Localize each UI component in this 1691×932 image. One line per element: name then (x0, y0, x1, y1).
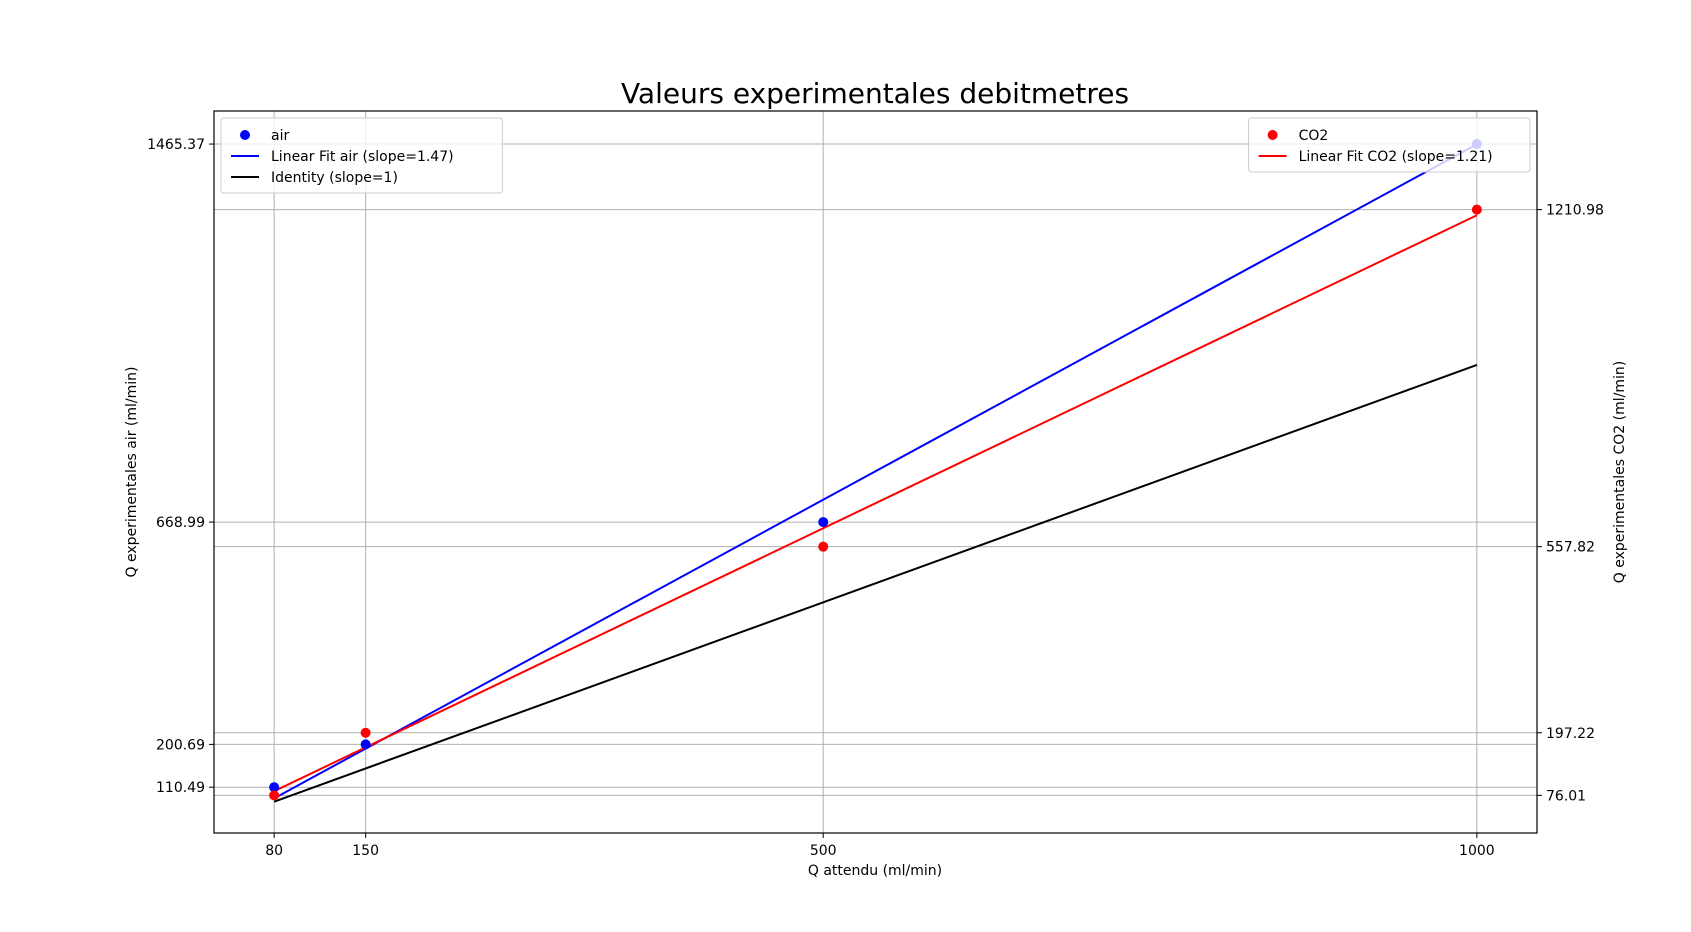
data-point (360, 727, 371, 738)
left-tick-label: 110.49 (156, 780, 205, 796)
x-tick-label: 150 (352, 843, 379, 859)
legend-marker (240, 130, 250, 140)
data-point (360, 739, 371, 750)
data-point (1471, 204, 1482, 215)
legend-label: Linear Fit CO2 (slope=1.21) (1299, 149, 1493, 165)
x-tick-label: 1000 (1459, 843, 1495, 859)
data-point (269, 790, 280, 801)
data-point (818, 541, 829, 552)
series-line (273, 364, 1478, 803)
chart-title: Valeurs experimentales debitmetres (621, 77, 1129, 110)
legend-label: Linear Fit air (slope=1.47) (271, 149, 454, 165)
legend-marker (1267, 130, 1278, 140)
series-line (273, 143, 1478, 800)
legends: air Linear Fit air (slope=1.47) Identity (… (220, 117, 1531, 194)
axis-ticks: 80 150 500 1000 110.49 200.69 668.99 1465.37 76.… (147, 137, 1604, 859)
right-axis-label: Q experimentales CO2 (ml/min) (1612, 361, 1628, 583)
left-tick-label: 668.99 (156, 515, 205, 531)
data-point (818, 517, 829, 528)
left-tick-label: 1465.37 (147, 137, 205, 153)
left-axis-label: Q experimentales air (ml/min) (124, 367, 140, 578)
plot-series (269, 139, 1482, 803)
legend-top-right: CO2 Linear Fit CO2 (slope=1.21) (1248, 117, 1531, 173)
legend-label: CO2 (1299, 128, 1329, 144)
x-tick-label: 80 (265, 843, 283, 859)
series-line (273, 214, 1478, 793)
plot-frame (213, 110, 1538, 834)
left-tick-label: 200.69 (156, 737, 205, 753)
right-tick-label: 557.82 (1546, 540, 1595, 556)
legend-label: air (271, 128, 289, 144)
right-tick-label: 76.01 (1546, 788, 1586, 804)
legend-top-left: air Linear Fit air (slope=1.47) Identity (… (220, 117, 503, 194)
legend-label: Identity (slope=1) (271, 170, 398, 186)
legend-box (1248, 117, 1531, 173)
x-axis-label: Q attendu (ml/min) (808, 863, 942, 879)
x-tick-label: 500 (810, 843, 837, 859)
right-tick-label: 197.22 (1546, 726, 1595, 742)
right-tick-label: 1210.98 (1546, 203, 1604, 219)
data-point (269, 782, 280, 793)
legend-box (220, 117, 503, 194)
